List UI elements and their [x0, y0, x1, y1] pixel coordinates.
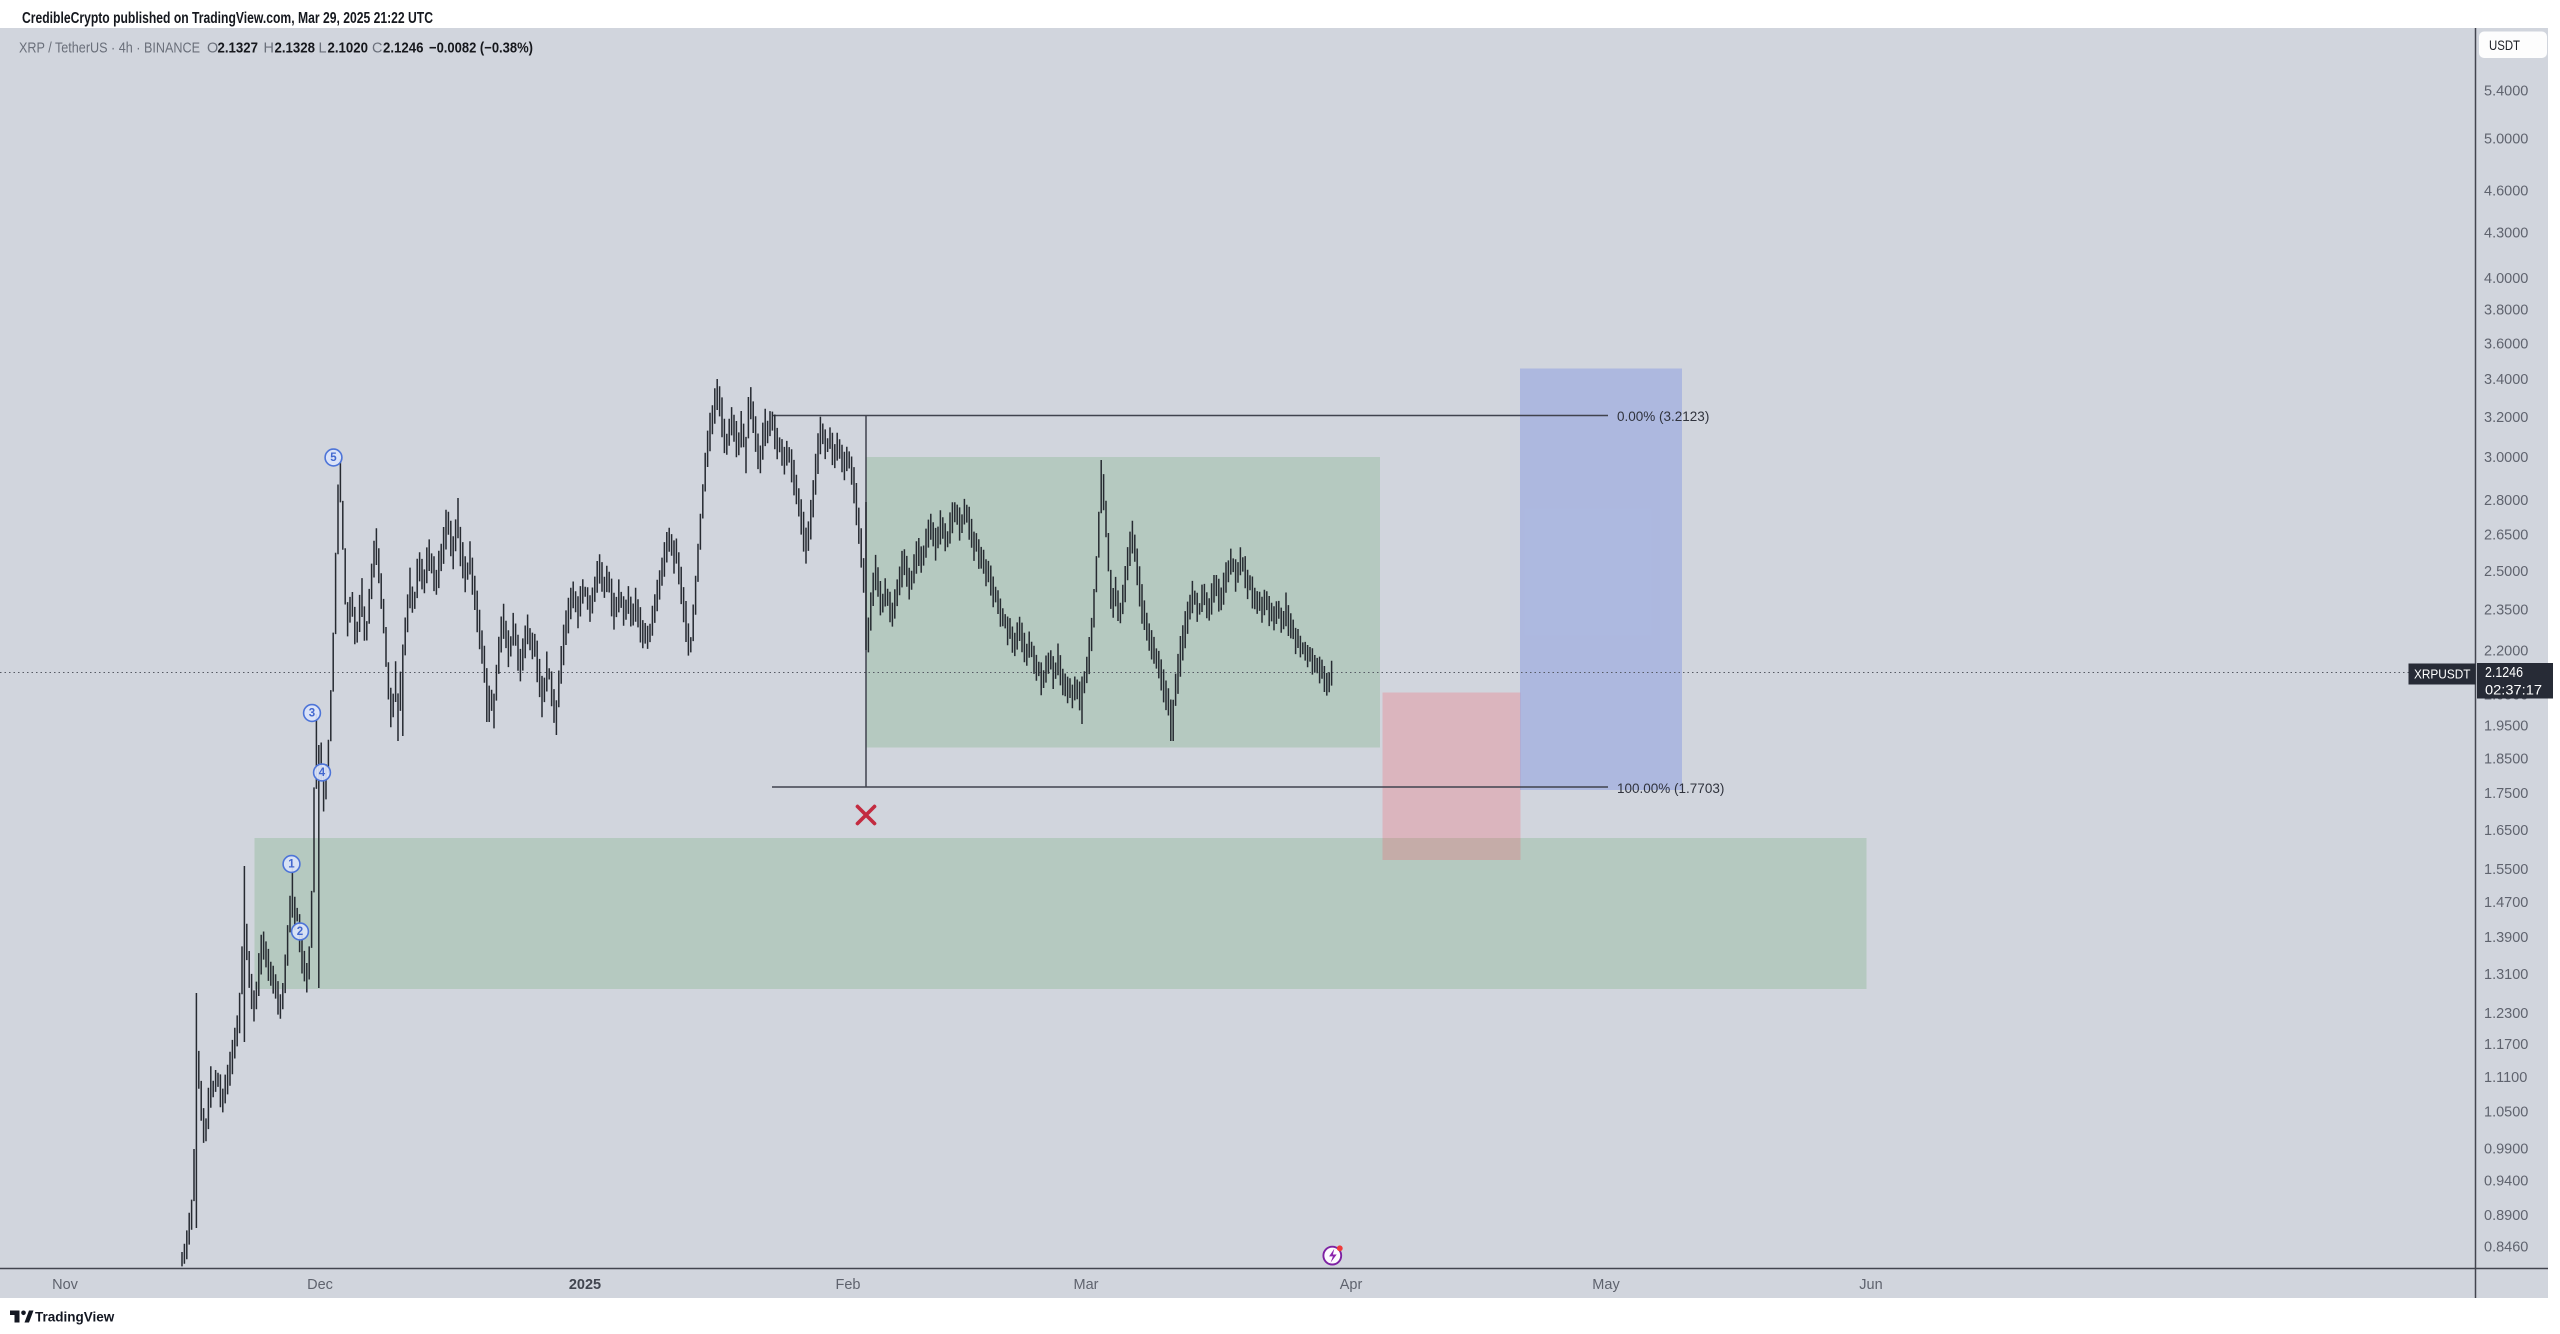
svg-text:3: 3	[309, 708, 315, 720]
svg-text:O: O	[207, 41, 218, 57]
svg-text:2.1246: 2.1246	[2485, 665, 2523, 681]
svg-text:1.6500: 1.6500	[2484, 823, 2528, 839]
svg-text:3.8000: 3.8000	[2484, 303, 2528, 319]
svg-text:1.7500: 1.7500	[2484, 786, 2528, 802]
svg-text:3.6000: 3.6000	[2484, 337, 2528, 353]
svg-text:100.00% (1.7703): 100.00% (1.7703)	[1617, 781, 1724, 796]
svg-text:1.2300: 1.2300	[2484, 1006, 2528, 1022]
svg-text:2.1327: 2.1327	[218, 41, 259, 57]
svg-text:5.4000: 5.4000	[2484, 84, 2528, 100]
svg-text:−0.0082 (−0.38%): −0.0082 (−0.38%)	[429, 41, 533, 57]
svg-text:5: 5	[330, 452, 337, 464]
svg-text:XRPUSDT: XRPUSDT	[2414, 668, 2471, 682]
svg-text:2.3500: 2.3500	[2484, 602, 2528, 618]
svg-text:2025: 2025	[569, 1277, 601, 1293]
svg-text:May: May	[1592, 1277, 1620, 1293]
svg-text:2.8000: 2.8000	[2484, 493, 2528, 509]
svg-text:XRP / TetherUS · 4h · BINANCE: XRP / TetherUS · 4h · BINANCE	[19, 41, 200, 57]
svg-text:1.9500: 1.9500	[2484, 719, 2528, 735]
svg-text:Nov: Nov	[52, 1277, 79, 1293]
svg-text:Apr: Apr	[1340, 1277, 1363, 1293]
svg-text:1.8500: 1.8500	[2484, 752, 2528, 768]
svg-text:Mar: Mar	[1074, 1277, 1099, 1293]
svg-text:1.4700: 1.4700	[2484, 895, 2528, 911]
svg-text:2.1020: 2.1020	[328, 41, 369, 57]
svg-text:L: L	[319, 41, 327, 57]
svg-text:C: C	[372, 41, 382, 57]
svg-text:2.6500: 2.6500	[2484, 528, 2528, 544]
svg-text:0.8900: 0.8900	[2484, 1208, 2528, 1224]
svg-text:3.2000: 3.2000	[2484, 410, 2528, 426]
svg-text:1.3900: 1.3900	[2484, 930, 2528, 946]
svg-text:2.2000: 2.2000	[2484, 644, 2528, 660]
svg-text:2.1246: 2.1246	[383, 41, 424, 57]
svg-text:0.00% (3.2123): 0.00% (3.2123)	[1617, 409, 1709, 424]
svg-text:3.4000: 3.4000	[2484, 372, 2528, 388]
svg-text:1.1700: 1.1700	[2484, 1037, 2528, 1053]
svg-text:0.9400: 0.9400	[2484, 1174, 2528, 1190]
svg-text:0.8460: 0.8460	[2484, 1239, 2528, 1255]
svg-text:4.6000: 4.6000	[2484, 184, 2528, 200]
svg-text:1.0500: 1.0500	[2484, 1105, 2528, 1121]
svg-text:1.5500: 1.5500	[2484, 862, 2528, 878]
svg-text:1: 1	[288, 859, 295, 871]
svg-text:02:37:17: 02:37:17	[2485, 683, 2542, 698]
svg-text:Feb: Feb	[836, 1277, 861, 1293]
svg-text:4.0000: 4.0000	[2484, 271, 2528, 287]
svg-text:CredibleCrypto published on Tr: CredibleCrypto published on TradingView.…	[22, 10, 433, 27]
svg-text:Jun: Jun	[1859, 1277, 1882, 1293]
svg-text:2: 2	[297, 926, 303, 938]
svg-text:Dec: Dec	[307, 1277, 333, 1293]
svg-text:2.5000: 2.5000	[2484, 564, 2528, 580]
svg-text:2.1328: 2.1328	[275, 41, 316, 57]
svg-text:4: 4	[319, 767, 326, 779]
svg-text:1.1100: 1.1100	[2484, 1070, 2527, 1086]
svg-text:4.3000: 4.3000	[2484, 226, 2528, 242]
svg-text:0.9900: 0.9900	[2484, 1141, 2528, 1157]
svg-text:3.0000: 3.0000	[2484, 450, 2528, 466]
svg-text:USDT: USDT	[2489, 38, 2520, 53]
svg-text:TradingView: TradingView	[35, 1310, 115, 1325]
svg-text:1.3100: 1.3100	[2484, 967, 2528, 983]
svg-text:5.0000: 5.0000	[2484, 132, 2528, 148]
svg-text:H: H	[264, 41, 274, 57]
